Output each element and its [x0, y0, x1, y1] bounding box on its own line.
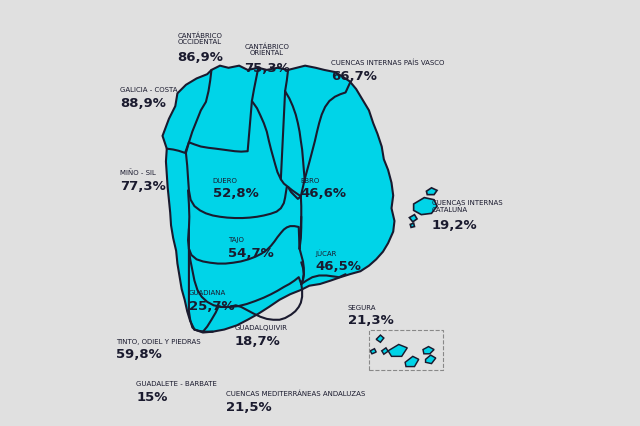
Text: DUERO: DUERO	[212, 177, 237, 183]
Text: 77,3%: 77,3%	[120, 179, 166, 192]
Polygon shape	[370, 349, 376, 354]
Text: 25,7%: 25,7%	[189, 299, 234, 312]
Text: TAJO: TAJO	[228, 237, 244, 243]
Text: CUENCAS MEDITERRÁNEAS ANDALUZAS: CUENCAS MEDITERRÁNEAS ANDALUZAS	[227, 390, 365, 397]
Text: 46,5%: 46,5%	[316, 260, 362, 273]
Text: SEGURA: SEGURA	[348, 304, 376, 310]
Polygon shape	[423, 347, 434, 354]
Polygon shape	[410, 215, 417, 222]
Text: MIÑO - SIL: MIÑO - SIL	[120, 169, 156, 176]
Text: 19,2%: 19,2%	[431, 219, 477, 232]
Polygon shape	[410, 224, 415, 228]
Text: 86,9%: 86,9%	[177, 51, 223, 64]
Text: GUADIANA: GUADIANA	[189, 290, 226, 296]
Text: GALICIA - COSTA: GALICIA - COSTA	[120, 87, 177, 93]
Text: GUADALETE - BARBATE: GUADALETE - BARBATE	[136, 380, 217, 386]
Text: 21,5%: 21,5%	[227, 400, 272, 413]
Text: 66,7%: 66,7%	[331, 69, 376, 83]
Polygon shape	[376, 335, 384, 343]
Polygon shape	[388, 345, 407, 357]
Text: 46,6%: 46,6%	[301, 187, 347, 200]
Text: 18,7%: 18,7%	[235, 334, 280, 347]
Text: 21,3%: 21,3%	[348, 314, 394, 326]
Text: 15%: 15%	[136, 390, 168, 403]
Text: CANTÁBRICO
OCCIDENTAL: CANTÁBRICO OCCIDENTAL	[177, 32, 223, 45]
Text: EBRO: EBRO	[301, 177, 320, 183]
Polygon shape	[426, 355, 436, 364]
Polygon shape	[405, 357, 419, 367]
Text: 54,7%: 54,7%	[228, 246, 275, 259]
Polygon shape	[426, 188, 437, 195]
Text: 52,8%: 52,8%	[212, 187, 259, 200]
Text: CUENCAS INTERNAS PAÍS VASCO: CUENCAS INTERNAS PAÍS VASCO	[331, 60, 444, 66]
Polygon shape	[413, 198, 437, 215]
Text: CANTÁBRICO
ORIENTAL: CANTÁBRICO ORIENTAL	[244, 43, 289, 56]
Text: TINTO, ODIEL Y PIEDRAS: TINTO, ODIEL Y PIEDRAS	[116, 338, 200, 344]
Text: 59,8%: 59,8%	[116, 347, 161, 360]
Text: 75,3%: 75,3%	[244, 62, 290, 75]
Text: GUADALQUIVIR: GUADALQUIVIR	[235, 324, 288, 330]
Polygon shape	[381, 348, 388, 354]
Text: JÚCAR: JÚCAR	[316, 249, 337, 256]
Text: 88,9%: 88,9%	[120, 97, 166, 110]
Text: CUENCAS INTERNAS
CATALUÑA: CUENCAS INTERNAS CATALUÑA	[431, 200, 502, 213]
Polygon shape	[163, 66, 394, 333]
